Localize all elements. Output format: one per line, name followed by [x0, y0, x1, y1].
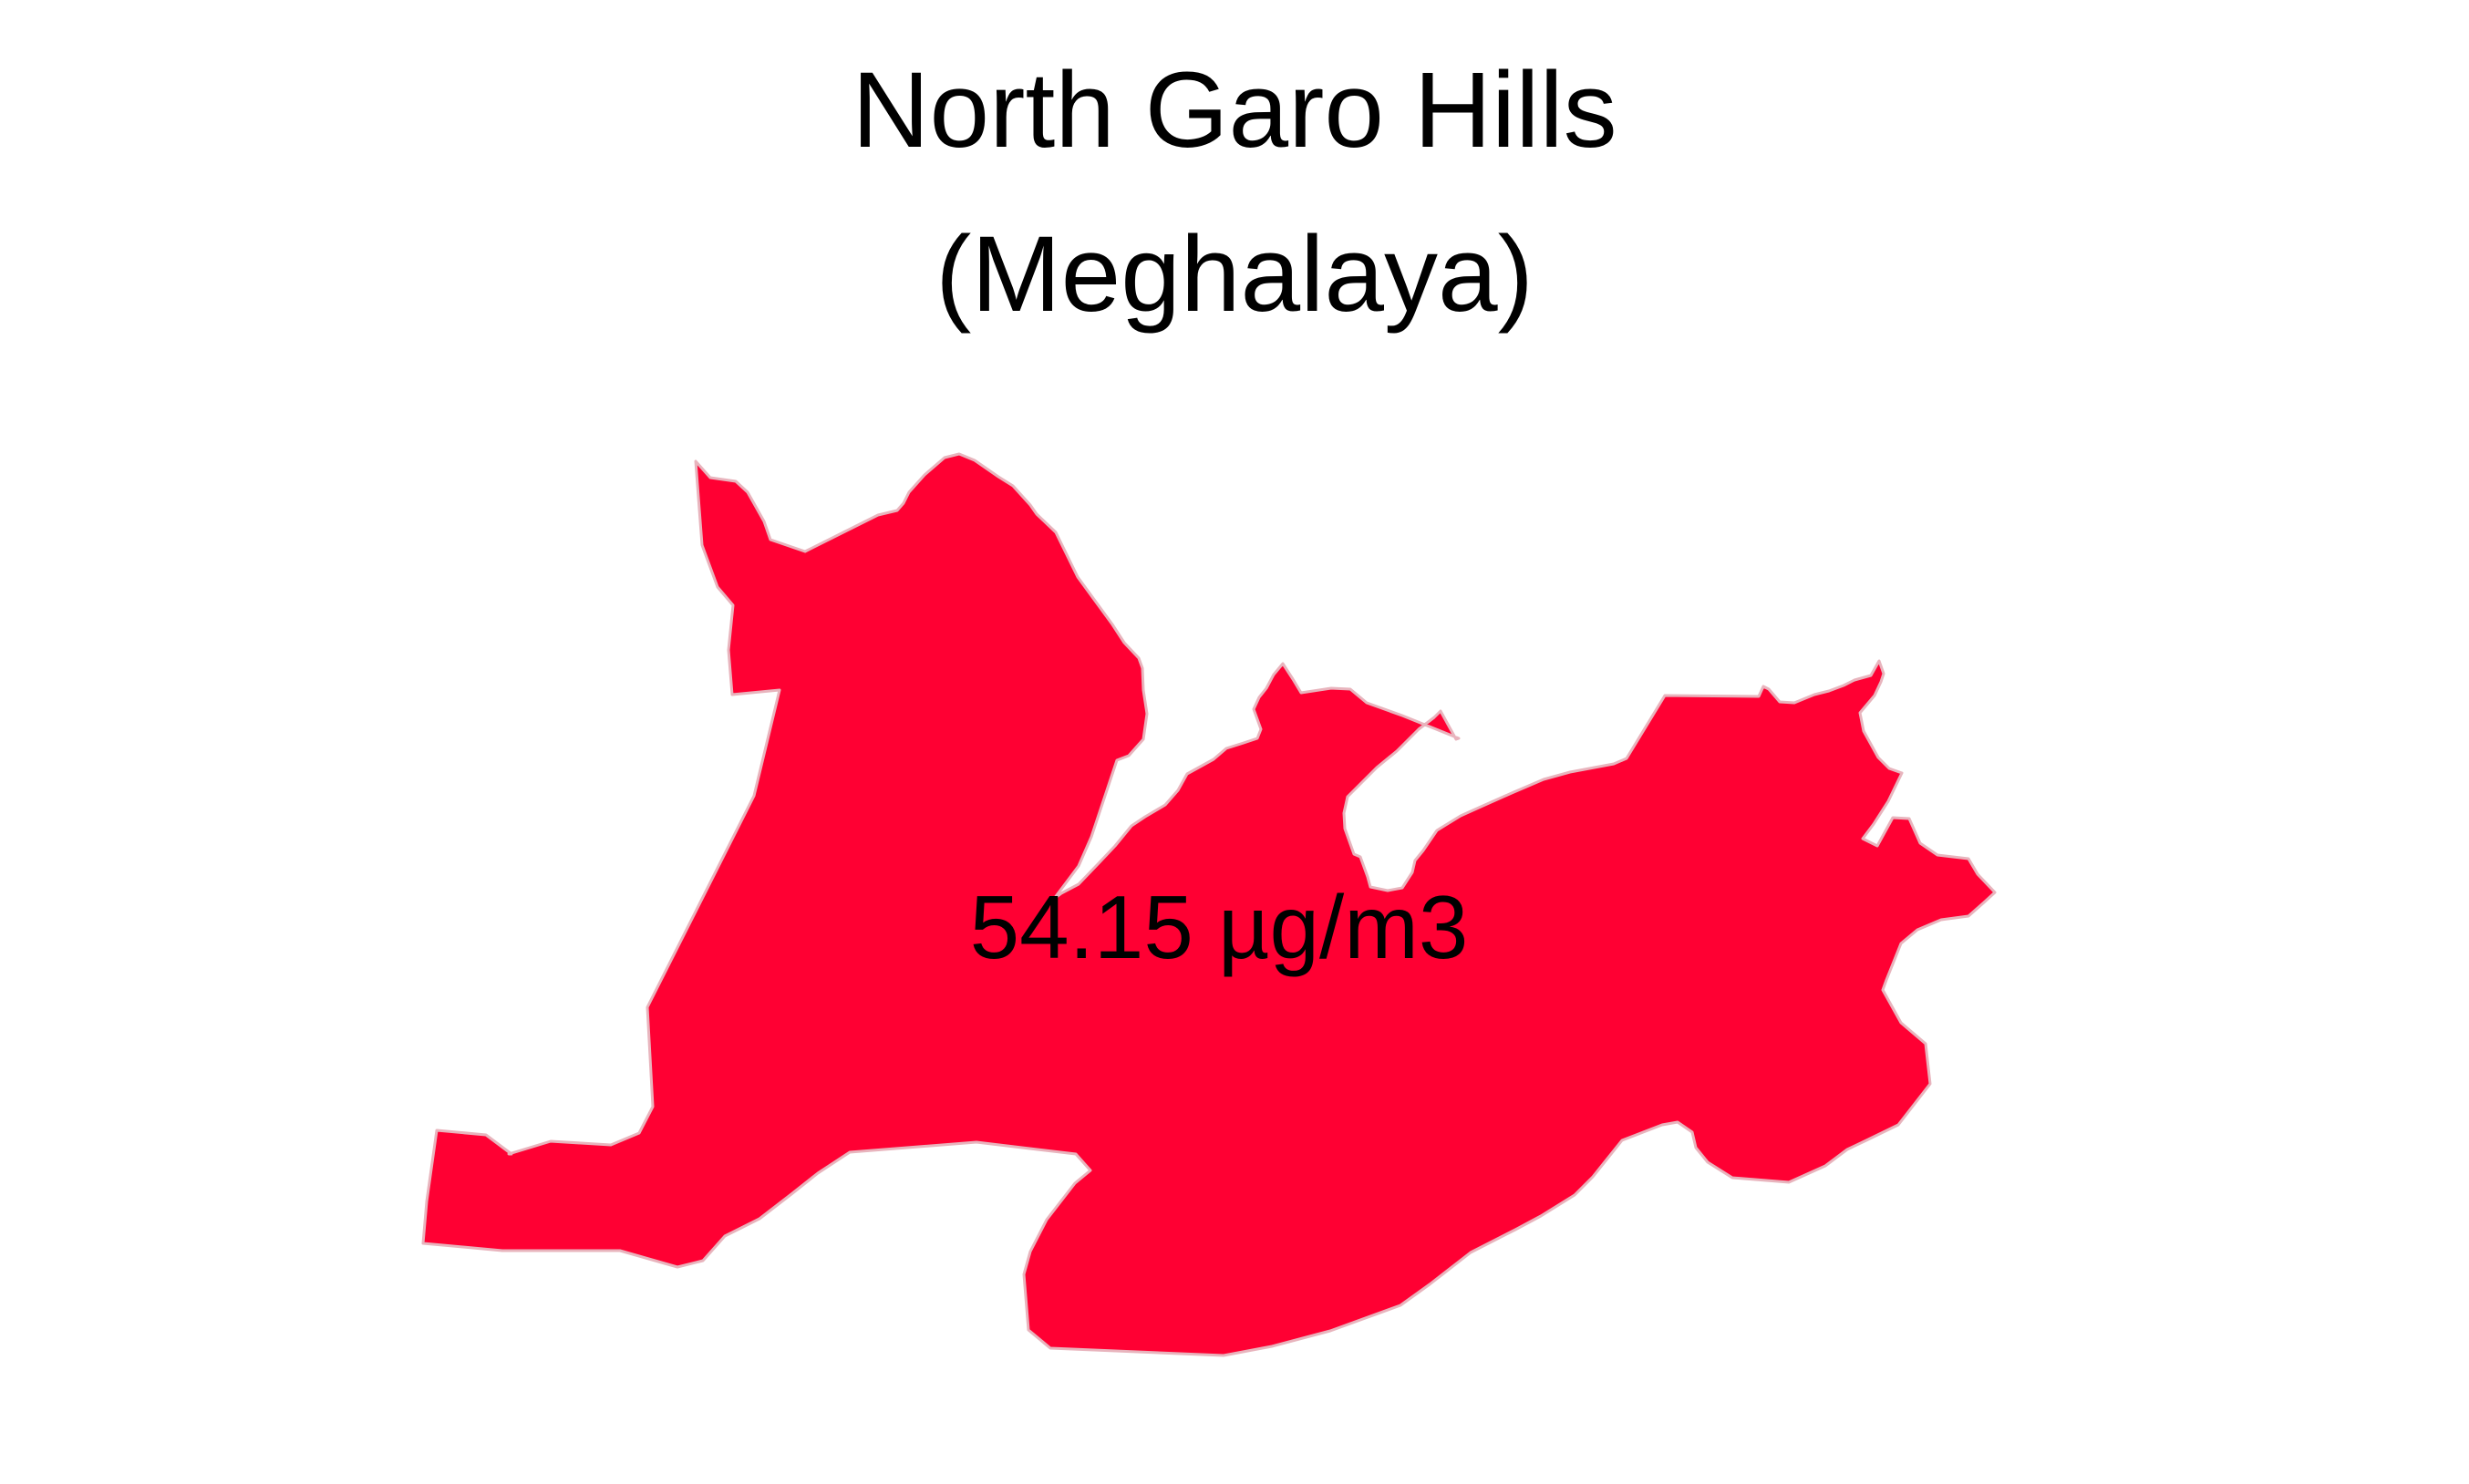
map-subtitle: (Meghalaya) — [935, 214, 1534, 335]
aqi-value-label: 54.15 µg/m3 — [970, 877, 1469, 977]
map-title: North Garo Hills — [852, 50, 1617, 170]
district-region-north-garo-hills — [421, 452, 1997, 1357]
